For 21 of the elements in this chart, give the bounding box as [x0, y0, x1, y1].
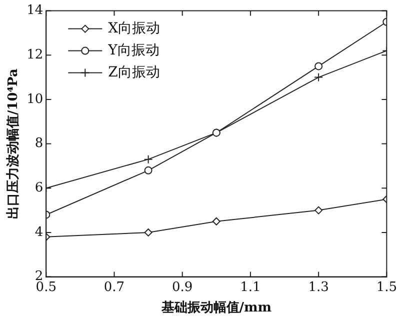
legend-label: Z向振动: [108, 64, 160, 80]
point: [144, 228, 152, 236]
x-tick-label: 1.5: [376, 280, 398, 295]
x-tick-label: 0.9: [172, 280, 193, 295]
x-tick-label: 1.3: [308, 280, 329, 295]
legend-label: Y向振动: [107, 42, 160, 58]
point: [212, 217, 220, 226]
x-tick-label: 0.7: [104, 280, 125, 295]
y-tick-label: 8: [34, 136, 44, 152]
y-tick-label: 6: [34, 180, 44, 196]
y-tick-label: 4: [34, 224, 44, 240]
y-axis-title: 出口压力波动幅值/10⁴Pa: [6, 68, 22, 219]
point: [314, 206, 323, 214]
y-tick-label: 12: [26, 48, 44, 63]
y-tick-label: 14: [26, 3, 44, 18]
legend-label: X向振动: [108, 20, 160, 36]
x-tick-label: 1.1: [240, 280, 261, 295]
point: [144, 166, 152, 174]
x-axis-title: 基础振动幅值/mm: [160, 300, 272, 316]
point: [314, 62, 323, 70]
y-tick-label: 10: [26, 92, 44, 107]
